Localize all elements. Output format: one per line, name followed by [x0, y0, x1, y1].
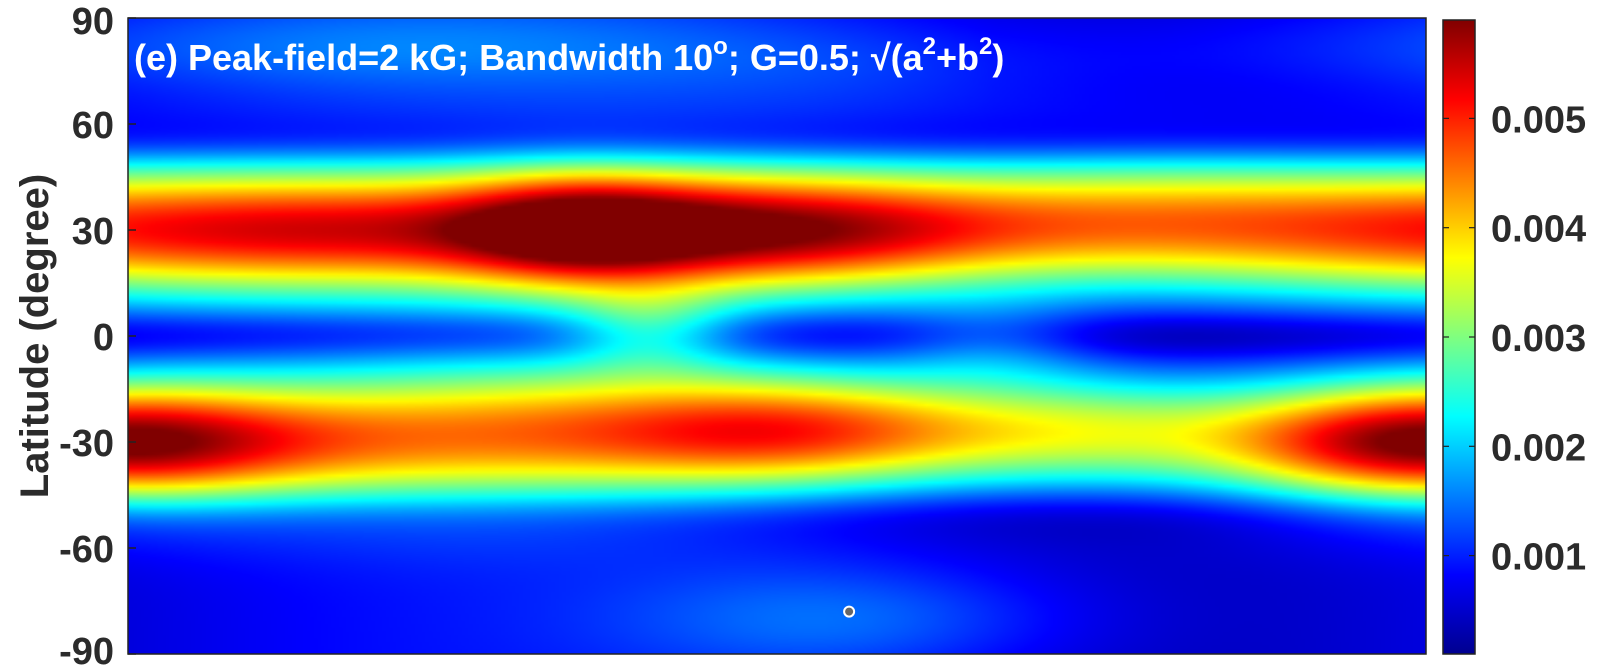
surface-marker [843, 605, 856, 618]
colorbar-tick-label: 0.003 [1491, 318, 1586, 360]
colorbar: 0.005 0.004 0.003 0.002 0.001 [1442, 19, 1586, 655]
title-sup-b: 2 [979, 33, 992, 60]
y-tick-label: -90 [59, 631, 114, 665]
colorbar-tick-label: 0.001 [1491, 537, 1586, 579]
title-mid2: +b [936, 37, 979, 78]
y-tick-label: 0 [93, 317, 114, 359]
y-tick-label: -60 [59, 529, 114, 571]
title-prefix: (e) Peak-field=2 kG; Bandwidth 10 [134, 37, 713, 78]
title-sup-a: 2 [923, 33, 936, 60]
heatmap-image [128, 18, 1426, 654]
y-axis: 90 60 30 0 -30 -60 -90 [59, 1, 136, 665]
title-mid: ; G=0.5; √(a [728, 37, 924, 78]
title-suffix: ) [992, 37, 1004, 78]
colorbar-ticks: 0.005 0.004 0.003 0.002 0.001 [1443, 99, 1586, 579]
colorbar-tick-label: 0.005 [1491, 99, 1586, 141]
plot-area [127, 17, 1427, 655]
y-tick-label: 90 [72, 1, 114, 43]
colorbar-tick-label: 0.002 [1491, 427, 1586, 469]
y-tick-label: 30 [72, 211, 114, 253]
y-axis-label: Latitude (degree) [13, 174, 57, 498]
title-sup-degree: o [713, 33, 728, 60]
colorbar-tick-label: 0.004 [1491, 209, 1586, 251]
y-tick-label: -30 [59, 423, 114, 465]
y-tick-label: 60 [72, 105, 114, 147]
chart-title: (e) Peak-field=2 kG; Bandwidth 10o; G=0.… [134, 33, 1004, 78]
